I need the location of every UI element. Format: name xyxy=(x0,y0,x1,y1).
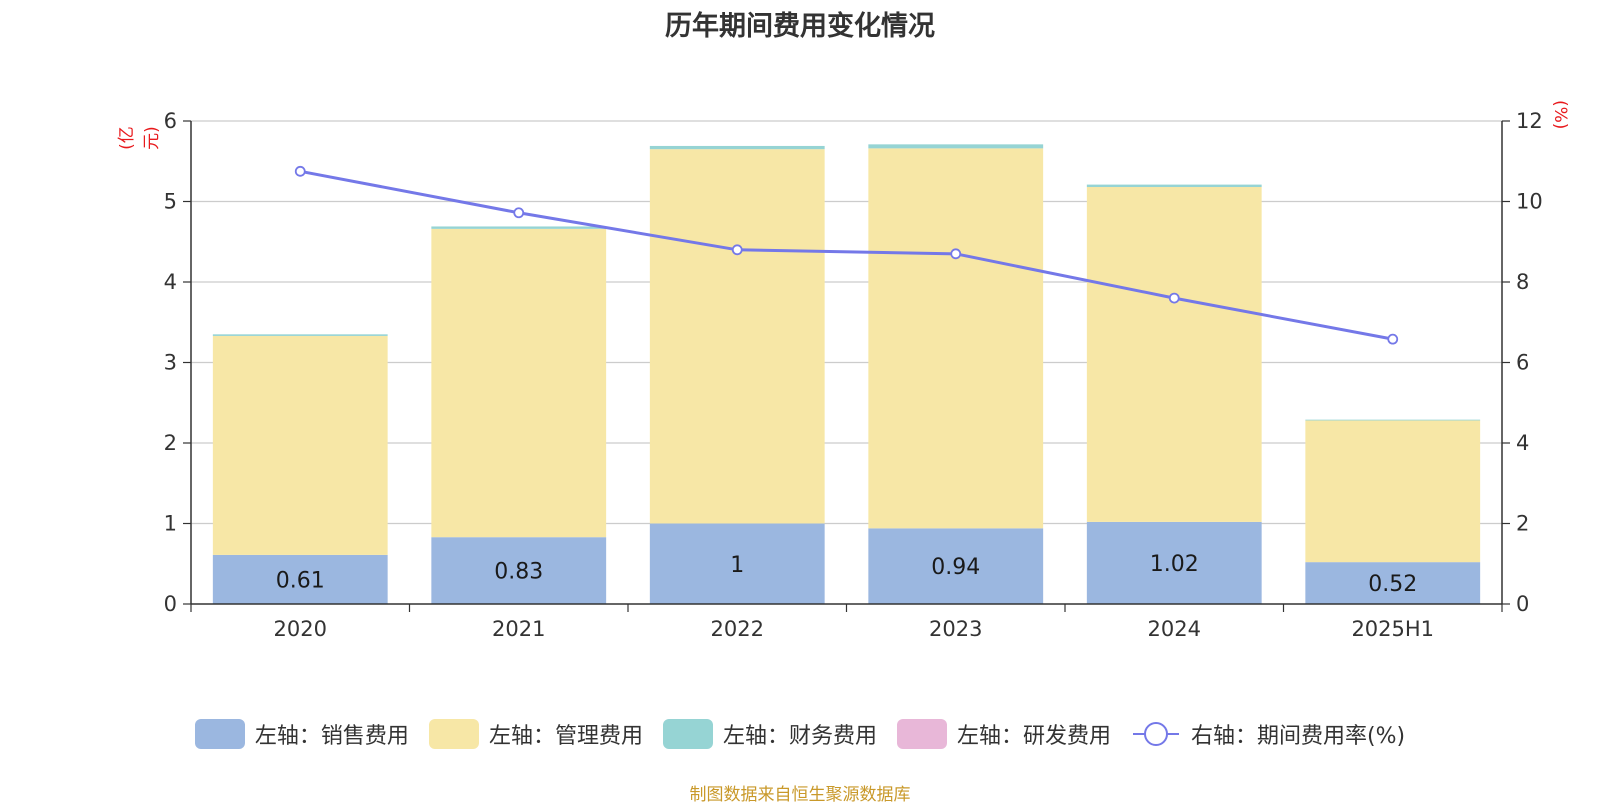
bar-segment xyxy=(212,334,388,336)
bar-segment xyxy=(868,148,1044,529)
bar-data-label: 1.02 xyxy=(1150,552,1199,577)
rate-point xyxy=(1168,292,1180,304)
left-axis-tick-label: 4 xyxy=(164,270,177,294)
legend-item[interactable]: 右轴：期间费用率(%) xyxy=(1131,718,1405,750)
x-axis-tick-label: 2022 xyxy=(711,617,764,641)
bar-segment xyxy=(1305,419,1481,421)
rate-point xyxy=(1387,333,1399,345)
bar-segment xyxy=(1086,521,1262,604)
legend-item[interactable]: 左轴：销售费用 xyxy=(194,718,409,750)
legend-swatch xyxy=(194,719,245,749)
bar-segment xyxy=(212,335,388,555)
bar-segment xyxy=(868,144,1044,149)
bar-segment xyxy=(431,228,607,538)
right-axis-tick-label: 2 xyxy=(1516,512,1529,536)
bar-segment xyxy=(431,226,607,229)
legend-swatch xyxy=(896,719,947,749)
bar-data-label: 0.94 xyxy=(931,555,980,580)
right-axis-tick-label: 4 xyxy=(1516,431,1529,455)
x-axis-tick-label: 2024 xyxy=(1148,617,1201,641)
left-axis-tick-label: 0 xyxy=(164,592,177,616)
bar-segment xyxy=(212,554,388,604)
rate-point xyxy=(294,165,306,177)
legend-item[interactable]: 左轴：财务费用 xyxy=(662,718,877,750)
left-axis-tick-label: 2 xyxy=(164,431,177,455)
bar-segment xyxy=(431,537,607,604)
legend-item[interactable]: 左轴：研发费用 xyxy=(896,718,1111,750)
left-axis-tick-label: 1 xyxy=(164,512,177,536)
legend-label: 左轴：研发费用 xyxy=(956,724,1111,749)
bar-segment xyxy=(1086,187,1262,522)
data-source-note: 制图数据来自恒生聚源数据库 xyxy=(689,785,911,805)
bar-segment xyxy=(1305,420,1481,563)
legend-label: 左轴：管理费用 xyxy=(488,724,643,749)
left-axis-tick-label: 6 xyxy=(164,109,177,133)
chart-legend: 左轴：销售费用 左轴：管理费用 左轴：财务费用 左轴：研发费用 右轴：期间费用率(%) xyxy=(0,718,1600,750)
rate-point xyxy=(513,207,525,219)
bar-segment xyxy=(868,528,1044,604)
x-axis-tick-label: 2021 xyxy=(492,617,545,641)
legend-swatch xyxy=(662,719,713,749)
rate-line xyxy=(299,169,1394,341)
legend-label: 右轴：期间费用率(%) xyxy=(1190,724,1406,749)
rate-point xyxy=(950,248,962,260)
bar-segment xyxy=(649,523,825,604)
bar-segment xyxy=(649,145,825,150)
bar-segment xyxy=(1086,184,1262,188)
right-axis-tick-label: 10 xyxy=(1516,190,1543,214)
legend-swatch xyxy=(428,719,479,749)
right-axis-tick-label: 0 xyxy=(1516,592,1529,616)
left-axis-tick-label: 5 xyxy=(164,190,177,214)
right-axis-tick-label: 12 xyxy=(1516,109,1543,133)
bar-data-label: 1 xyxy=(730,553,744,578)
legend-line-marker xyxy=(1132,722,1179,746)
bar-data-label: 0.83 xyxy=(494,560,543,585)
x-axis-tick-label: 2025H1 xyxy=(1351,617,1434,641)
bar-segment xyxy=(1305,562,1481,604)
bar-data-label: 0.52 xyxy=(1368,572,1417,597)
bar-data-label: 0.61 xyxy=(276,568,325,593)
right-axis-tick-label: 8 xyxy=(1516,270,1529,294)
left-axis-tick-label: 3 xyxy=(164,351,177,375)
right-axis-tick-label: 6 xyxy=(1516,351,1529,375)
chart-title: 历年期间费用变化情况 xyxy=(665,11,935,42)
legend-item[interactable]: 左轴：管理费用 xyxy=(428,718,643,750)
rate-point xyxy=(731,244,743,256)
legend-label: 左轴：销售费用 xyxy=(254,724,409,749)
x-axis-tick-label: 2023 xyxy=(929,617,982,641)
legend-label: 左轴：财务费用 xyxy=(722,724,877,749)
bar-segment xyxy=(649,149,825,524)
x-axis-tick-label: 2020 xyxy=(274,617,327,641)
